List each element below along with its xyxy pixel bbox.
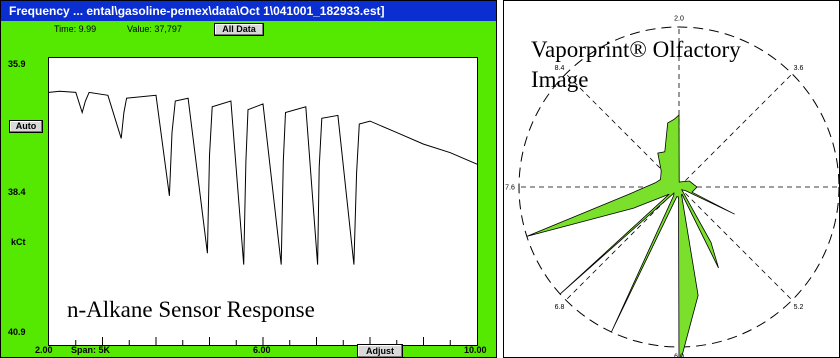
polar-labels: 2.03.64.45.26.06.87.68.4: [505, 16, 804, 358]
x-tick-end: 10.00: [464, 345, 487, 355]
time-readout: Time: 9.99: [54, 24, 97, 34]
polar-label: 5.2: [794, 304, 804, 311]
x-tick-middle: 6.00: [253, 345, 271, 355]
line-chart: [49, 90, 477, 345]
polar-label: 6.8: [555, 304, 565, 311]
window-title: Frequency ... ental\gasoline-pemex\data\…: [1, 1, 496, 21]
sensor-caption: n-Alkane Sensor Response: [67, 297, 315, 322]
y-tick-bottom: 40.9: [8, 327, 26, 337]
polar-label: 3.6: [794, 65, 804, 72]
olfactory-caption: Vaporprint® Olfactory Image: [531, 35, 741, 95]
auto-button[interactable]: Auto: [9, 120, 43, 133]
x-tick-marks: [75, 337, 451, 345]
olfactory-title-line2: Image: [531, 67, 589, 92]
polar-plot: 2.03.64.45.26.06.87.68.4: [505, 16, 839, 358]
polar-label: 8.4: [555, 65, 565, 72]
olfactory-shape: [526, 114, 735, 357]
plot-area[interactable]: [48, 57, 478, 346]
polar-label: 7.6: [505, 185, 515, 192]
polar-label: 2.0: [674, 16, 684, 23]
analyzer-window: Frequency ... ental\gasoline-pemex\data\…: [0, 0, 497, 358]
polar-outer-ring: [518, 26, 839, 348]
polar-label: 6.0: [674, 354, 684, 358]
y-axis-label: kCt: [11, 237, 26, 247]
value-readout: Value: 37,797: [127, 24, 182, 34]
y-tick-mid: 38.4: [8, 187, 26, 197]
adjust-button[interactable]: Adjust: [357, 344, 403, 357]
all-data-button[interactable]: All Data: [214, 23, 264, 36]
sensor-signal-line: [49, 90, 477, 265]
span-label: Span: 5K: [71, 345, 111, 355]
y-tick-top: 35.9: [8, 59, 26, 69]
olfactory-image-panel: 2.03.64.45.26.06.87.68.4: [503, 0, 840, 358]
x-tick-start: 2.00: [35, 345, 53, 355]
olfactory-title-line1: Vaporprint® Olfactory: [531, 37, 741, 62]
